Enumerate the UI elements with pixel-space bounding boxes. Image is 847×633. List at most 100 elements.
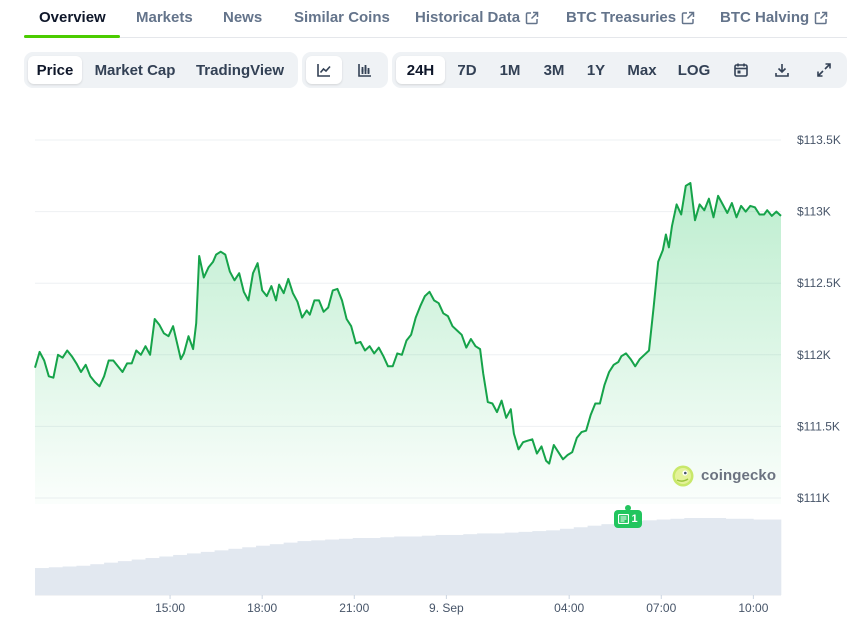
price-chart[interactable]: $113.5K $113K $112.5K $112K $111.5K $111K 15:… [0, 100, 847, 633]
y-tick-label: $111K [797, 491, 830, 505]
download-button[interactable] [766, 56, 798, 84]
volume-bar [615, 522, 630, 595]
volume-bar [504, 532, 519, 595]
fullscreen-button[interactable] [808, 56, 840, 84]
volume-bar [559, 528, 575, 595]
volume-bar [587, 525, 602, 595]
volume-bar [242, 547, 257, 595]
chart-toolbar: Price Market Cap TradingView 24H 7D 1M 3… [0, 52, 847, 89]
volume-bar [200, 551, 215, 595]
event-count: 1 [631, 513, 638, 525]
external-link-icon [525, 11, 539, 24]
x-tick-label: 18:00 [247, 601, 277, 615]
price-tab[interactable]: Price [28, 56, 82, 84]
volume-bar [104, 562, 119, 595]
volume-bar [214, 550, 229, 595]
volume-bar [698, 518, 713, 595]
candlestick-icon [358, 64, 371, 77]
line-chart-button[interactable] [306, 56, 342, 84]
volume-bar [352, 538, 367, 595]
volume-bar [463, 534, 478, 595]
market-cap-tab[interactable]: Market Cap [94, 61, 176, 79]
x-axis: 15:00 18:00 21:00 9. Sep 04:00 07:00 10:00 [155, 595, 769, 615]
volume-bar [228, 548, 243, 595]
y-tick-label: $113K [797, 205, 831, 219]
volume-bar [159, 556, 174, 595]
volume-bar [684, 518, 699, 595]
tab-news[interactable]: News [223, 9, 263, 26]
range-3m[interactable]: 3M [543, 61, 565, 79]
range-24h[interactable]: 24H [396, 56, 445, 84]
candlestick-chart-button[interactable] [347, 56, 383, 84]
volume-bar [490, 533, 506, 595]
volume-bar [711, 518, 727, 595]
x-tick-label: 07:00 [646, 601, 676, 615]
coingecko-logo [672, 465, 694, 487]
volume-bar [380, 537, 395, 595]
volume-bar [449, 534, 464, 595]
x-tick-label: 15:00 [155, 601, 185, 615]
y-tick-label: $111.5K [797, 419, 840, 433]
tab-overview[interactable]: Overview [39, 9, 106, 26]
volume-bar [186, 553, 202, 595]
volume-bar [35, 568, 50, 595]
volume-bars [35, 518, 782, 595]
y-tick-label: $113.5K [797, 133, 841, 147]
top-nav: Overview Markets News Similar Coins Hist… [24, 0, 847, 38]
external-link-icon [814, 11, 828, 24]
volume-bar [297, 541, 312, 595]
volume-bar [753, 519, 768, 595]
volume-bar [283, 542, 298, 595]
event-pin [625, 505, 631, 511]
range-7d[interactable]: 7D [457, 61, 477, 79]
volume-bar [725, 518, 740, 595]
volume-bar [767, 519, 782, 595]
volume-bar [325, 539, 340, 595]
news-icon [618, 514, 630, 524]
watermark-text: coingecko [701, 467, 777, 484]
range-max[interactable]: Max [627, 61, 657, 79]
volume-bar [131, 559, 146, 595]
volume-bar [256, 545, 271, 595]
volume-bar [518, 531, 533, 595]
range-1y[interactable]: 1Y [586, 61, 606, 79]
range-segment: 24H 7D 1M 3M 1Y Max LOG [392, 52, 847, 88]
log-scale-toggle[interactable]: LOG [677, 61, 711, 79]
view-segment: Price Market Cap TradingView [24, 52, 298, 88]
price-area-fill [35, 183, 781, 504]
volume-bar [366, 538, 381, 595]
external-link-icon [681, 11, 695, 24]
tab-markets[interactable]: Markets [136, 9, 193, 26]
x-tick-label: 21:00 [339, 601, 369, 615]
tradingview-tab[interactable]: TradingView [195, 61, 285, 79]
volume-bar [269, 544, 284, 595]
news-event-badge[interactable]: 1 [614, 510, 642, 528]
price-line [34, 182, 782, 465]
volume-bar [670, 518, 685, 595]
volume-bar [90, 564, 105, 595]
date-picker-button[interactable] [725, 56, 757, 84]
calendar-icon [734, 63, 748, 77]
volume-bar [656, 519, 671, 595]
volume-bar [145, 558, 160, 595]
y-axis: $113.5K $113K $112.5K $112K $111.5K $111K [797, 133, 841, 505]
tab-btc-treasuries[interactable]: BTC Treasuries [566, 9, 695, 26]
volume-bar [546, 530, 561, 595]
tab-btc-halving[interactable]: BTC Halving [720, 9, 828, 26]
range-1m[interactable]: 1M [499, 61, 521, 79]
volume-bar [629, 521, 644, 595]
volume-bar [311, 540, 326, 595]
fullscreen-icon [817, 63, 831, 77]
volume-bar [394, 536, 409, 595]
tab-historical-data[interactable]: Historical Data [415, 9, 539, 26]
volume-bar [117, 561, 133, 595]
volume-bar [48, 567, 63, 595]
tab-similar-coins[interactable]: Similar Coins [294, 9, 390, 26]
volume-bar [421, 535, 436, 595]
volume-bar [642, 520, 657, 595]
x-tick-label: 9. Sep [429, 601, 464, 615]
volume-bar [338, 538, 354, 595]
volume-bar [477, 533, 492, 595]
volume-bar [76, 565, 91, 595]
y-tick-label: $112.5K [797, 276, 841, 290]
